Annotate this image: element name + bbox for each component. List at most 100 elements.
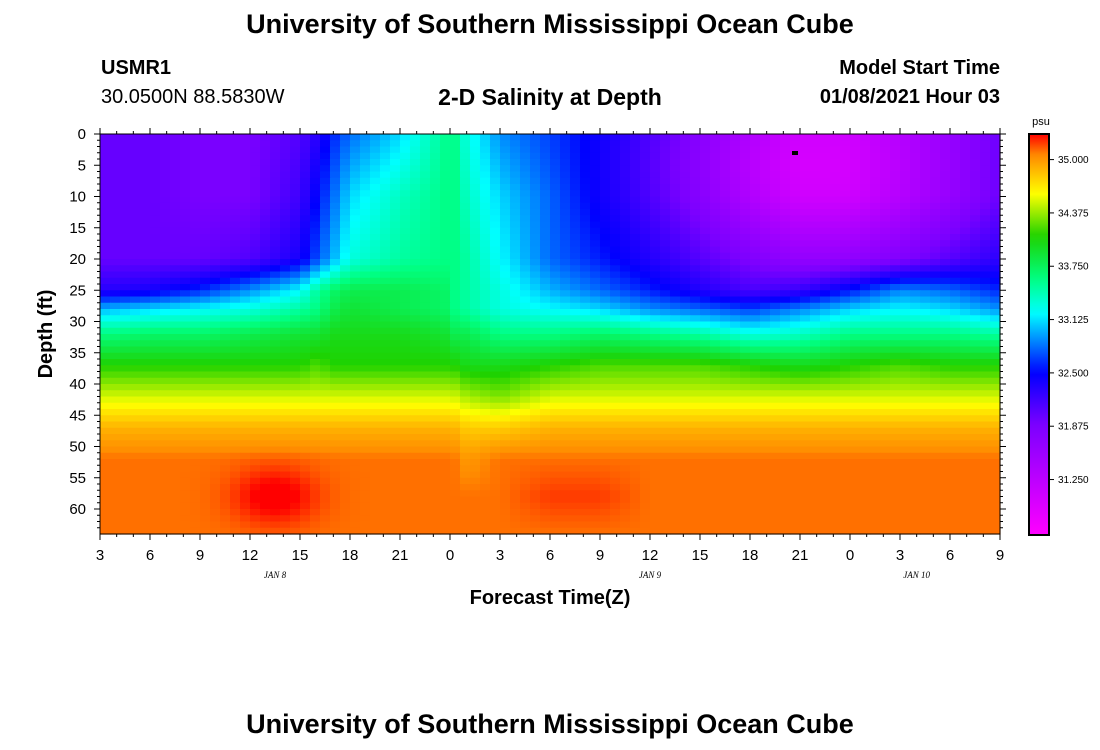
heatmap-cell (280, 140, 291, 148)
heatmap-cell (980, 334, 991, 341)
heatmap-cell (370, 471, 381, 479)
heatmap-cell (320, 209, 331, 216)
heatmap-cell (200, 427, 211, 435)
heatmap-cell (690, 202, 701, 210)
heatmap-cell (280, 315, 291, 323)
heatmap-cell (920, 452, 931, 460)
heatmap-cell (530, 252, 541, 260)
heatmap-cell (450, 402, 461, 410)
heatmap-cell (410, 234, 421, 241)
heatmap-cell (230, 359, 241, 366)
heatmap-cell (120, 340, 131, 348)
heatmap-cell (560, 277, 571, 285)
heatmap-cell (960, 240, 971, 248)
heatmap-cell (170, 202, 181, 210)
heatmap-cell (740, 165, 751, 173)
heatmap-cell (530, 465, 541, 473)
heatmap-cell (530, 227, 541, 235)
heatmap-cell (300, 446, 311, 454)
heatmap-cell (730, 221, 741, 229)
heatmap-cell (800, 465, 811, 473)
heatmap-cell (240, 421, 251, 429)
heatmap-cell (680, 202, 691, 210)
heatmap-cell (240, 221, 251, 229)
heatmap-cell (780, 152, 791, 160)
heatmap-cell (990, 265, 1001, 273)
heatmap-cell (170, 365, 181, 373)
heatmap-cell (140, 252, 151, 260)
heatmap-cell (520, 252, 531, 260)
heatmap-cell (520, 146, 531, 154)
heatmap-cell (980, 184, 991, 191)
heatmap-cell (850, 240, 861, 248)
heatmap-cell (910, 190, 921, 198)
heatmap-cell (650, 146, 661, 154)
heatmap-cell (720, 302, 731, 310)
heatmap-cell (290, 290, 301, 298)
heatmap-cell (780, 415, 791, 423)
heatmap-cell (850, 390, 861, 398)
heatmap-cell (630, 246, 641, 254)
heatmap-cell (860, 415, 871, 423)
heatmap-cell (850, 384, 861, 391)
heatmap-cell (450, 459, 461, 466)
heatmap-cell (520, 390, 531, 398)
heatmap-cell (210, 146, 221, 154)
heatmap-cell (170, 446, 181, 454)
heatmap-cell (750, 327, 761, 335)
heatmap-cell (140, 434, 151, 441)
heatmap-cell (940, 459, 951, 466)
heatmap-cell (140, 402, 151, 410)
heatmap-cell (700, 384, 711, 391)
heatmap-cell (840, 165, 851, 173)
heatmap-cell (330, 202, 341, 210)
heatmap-cell (970, 215, 981, 223)
heatmap-cell (980, 421, 991, 429)
heatmap-cell (890, 409, 901, 416)
heatmap-cell (150, 265, 161, 273)
heatmap-cell (200, 321, 211, 329)
heatmap-cell (950, 190, 961, 198)
heatmap-cell (190, 284, 201, 291)
heatmap-cell (240, 296, 251, 304)
heatmap-cell (180, 434, 191, 441)
heatmap-cell (330, 265, 341, 273)
heatmap-cell (240, 184, 251, 191)
heatmap-cell (350, 134, 361, 141)
heatmap-cell (780, 421, 791, 429)
heatmap-cell (310, 296, 321, 304)
station-id: USMR1 (101, 57, 172, 79)
heatmap-cell (960, 465, 971, 473)
heatmap-cell (580, 471, 591, 479)
heatmap-cell (930, 146, 941, 154)
heatmap-cell (100, 265, 111, 273)
heatmap-cell (250, 134, 261, 141)
heatmap-cell (330, 452, 341, 460)
heatmap-cell (670, 277, 681, 285)
heatmap-cell (770, 259, 781, 266)
heatmap-cell (220, 321, 231, 329)
heatmap-cell (640, 371, 651, 379)
heatmap-cell (380, 377, 391, 385)
heatmap-cell (930, 459, 941, 466)
heatmap-cell (820, 396, 831, 404)
heatmap-cell (290, 284, 301, 291)
heatmap-cell (830, 346, 841, 354)
heatmap-cell (450, 321, 461, 329)
heatmap-cell (620, 252, 631, 260)
heatmap-cell (150, 334, 161, 341)
heatmap-cell (970, 259, 981, 266)
heatmap-cell (710, 177, 721, 185)
heatmap-cell (500, 309, 511, 316)
heatmap-cell (940, 384, 951, 391)
heatmap-cell (910, 302, 921, 310)
heatmap-cell (740, 471, 751, 479)
heatmap-cell (350, 459, 361, 466)
heatmap-cell (330, 259, 341, 266)
heatmap-cell (440, 346, 451, 354)
heatmap-cell (810, 134, 821, 141)
heatmap-cell (260, 384, 271, 391)
heatmap-cell (540, 165, 551, 173)
heatmap-cell (310, 352, 321, 360)
heatmap-cell (290, 234, 301, 241)
